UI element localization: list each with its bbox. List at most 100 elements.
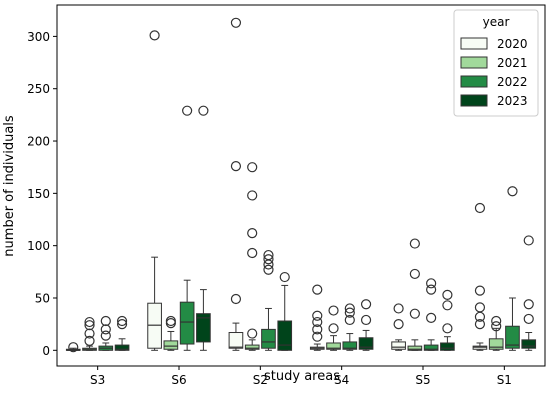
outlier-point [247, 247, 258, 259]
box [488, 338, 504, 350]
outlier-point [149, 30, 160, 41]
outlier-point [263, 254, 274, 265]
x-tick-label: S2 [253, 373, 268, 387]
outlier-point [165, 317, 176, 329]
box [196, 313, 211, 343]
box [228, 332, 244, 349]
outlier-point [344, 307, 355, 318]
outlier-point [491, 315, 502, 327]
outlier-point [523, 313, 534, 325]
outlier-point [474, 302, 486, 313]
outlier-point [328, 323, 339, 334]
outlier-point [312, 310, 323, 321]
legend-label: 2022 [497, 75, 528, 89]
box [277, 320, 293, 351]
outlier-point [84, 320, 95, 331]
outlier-point [84, 335, 95, 346]
outlier-point [312, 331, 323, 342]
box [326, 342, 341, 350]
outlier-point [312, 284, 323, 295]
legend-label: 2020 [497, 37, 528, 51]
outlier-point [426, 312, 437, 323]
outlier-point [393, 319, 404, 330]
series-2023 [114, 105, 537, 351]
outlier-point [247, 190, 258, 201]
outlier-point [360, 299, 372, 310]
x-tick-label: S3 [90, 373, 105, 387]
box [423, 344, 439, 351]
y-tick-label: 0 [42, 344, 50, 358]
plot-frame [56, 4, 546, 367]
box [179, 301, 195, 345]
outlier-point [523, 235, 534, 246]
y-tick-label: 150 [27, 187, 50, 201]
outlier-point [116, 315, 128, 327]
outlier-point [182, 105, 193, 116]
y-tick-label: 200 [27, 135, 50, 149]
outlier-point [116, 319, 128, 330]
y-tick-label: 250 [27, 82, 50, 96]
legend-swatch [460, 75, 488, 88]
outlier-point [344, 303, 355, 314]
outlier-point [279, 271, 290, 283]
outlier-point [84, 316, 95, 328]
legend-label: 2021 [497, 56, 528, 70]
outlier-point [230, 17, 242, 28]
outlier-point [100, 330, 111, 341]
outlier-point [409, 308, 420, 319]
outlier-point [247, 162, 258, 173]
box [391, 341, 406, 350]
outlier-point [426, 284, 437, 295]
outlier-point [426, 278, 437, 289]
outlier-point [263, 249, 274, 261]
legend: year 2020 2021 2022 2023 [453, 9, 539, 117]
x-axis-label: study areas [264, 369, 340, 384]
outlier-point [263, 264, 274, 275]
box [114, 344, 130, 351]
y-axis-label: number of individuals [2, 115, 17, 257]
y-tick-label: 100 [27, 239, 50, 253]
legend-swatch [460, 37, 488, 50]
outlier-point [198, 105, 209, 116]
box [163, 340, 179, 350]
outlier-point [442, 300, 453, 311]
outlier-point [165, 315, 176, 327]
outlier-point [312, 324, 323, 335]
outlier-point [344, 314, 355, 326]
box [358, 337, 374, 350]
outlier-point [230, 161, 242, 172]
outlier-point [442, 323, 453, 334]
outlier-point [247, 328, 258, 339]
box [440, 342, 455, 351]
outlier-point [474, 202, 486, 214]
legend-swatch [460, 94, 488, 107]
legend-frame [453, 9, 539, 117]
outlier-point [263, 259, 274, 270]
x-tick-label: S1 [497, 373, 512, 387]
box [244, 344, 260, 350]
box [342, 341, 358, 350]
x-tick-label: S6 [171, 373, 186, 387]
y-tick-label: 300 [27, 30, 50, 44]
outlier-point [230, 293, 242, 305]
series-2021 [82, 162, 504, 351]
outlier-point [393, 303, 404, 314]
outlier-point [100, 324, 111, 335]
outlier-point [442, 289, 453, 300]
outlier-point [84, 328, 95, 339]
outlier-point [491, 321, 502, 332]
y-tick-label: 50 [35, 291, 50, 305]
series-2020 [65, 17, 488, 353]
x-tick-label: S5 [415, 373, 430, 387]
outlier-point [474, 319, 486, 330]
box [261, 328, 276, 349]
outlier-point [523, 299, 534, 310]
outlier-point [328, 305, 339, 316]
outlier-point [100, 315, 111, 327]
x-tick-label: S4 [334, 373, 349, 387]
box [407, 345, 423, 351]
outlier-point [507, 186, 518, 197]
outlier-point [409, 238, 420, 249]
